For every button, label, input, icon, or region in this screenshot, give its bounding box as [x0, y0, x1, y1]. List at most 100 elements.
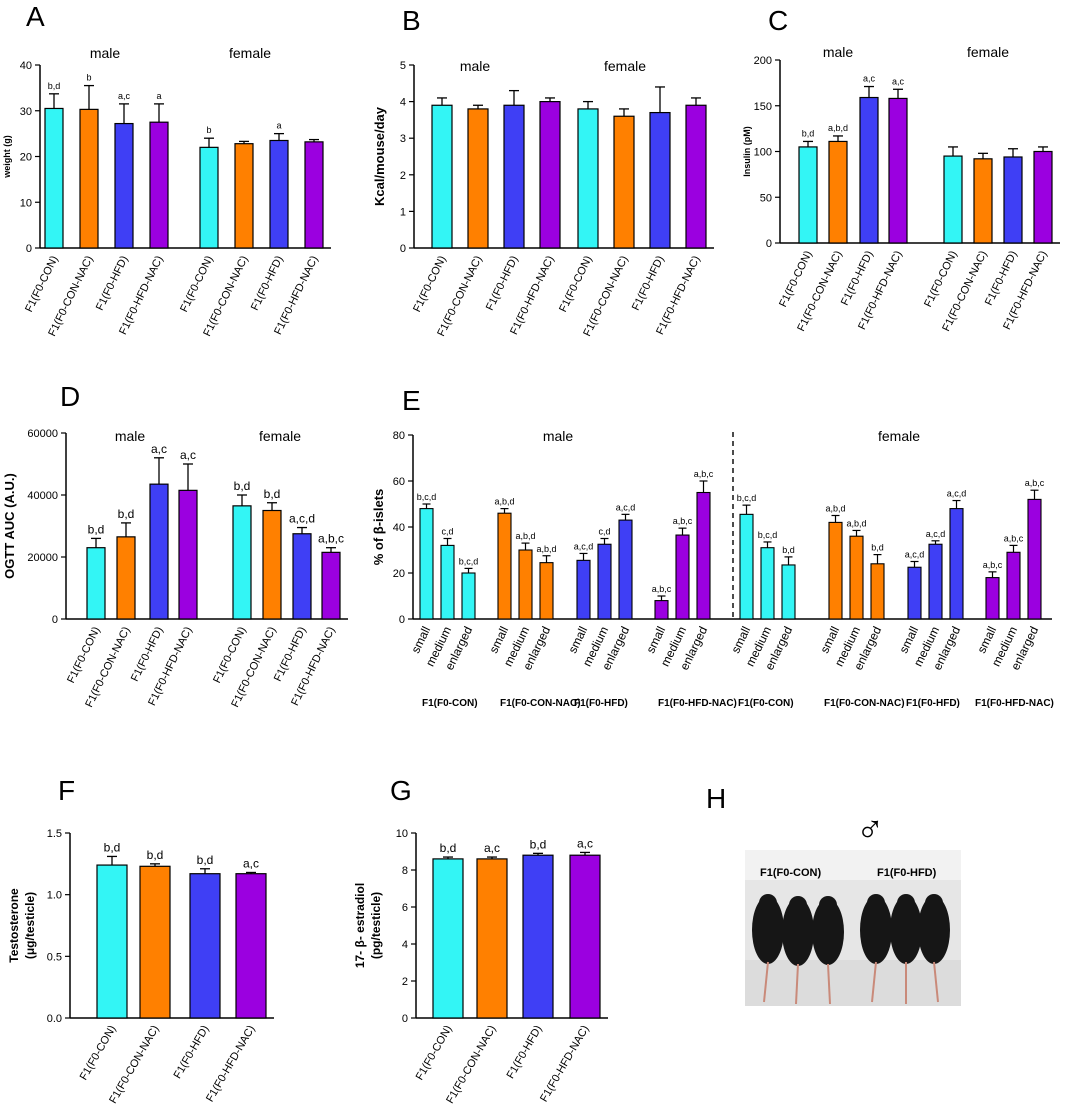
- bar-female-6-2: [949, 508, 964, 620]
- strain-group-label: F1(F0-HFD): [906, 698, 960, 709]
- y-tick-label: 0: [26, 243, 32, 255]
- mouse-tails: [763, 961, 939, 1005]
- significance-label: b,d: [88, 522, 105, 536]
- significance-label: b,d: [48, 81, 61, 91]
- significance-label: a,c: [243, 856, 259, 870]
- significance-label: b,c,d: [758, 530, 778, 540]
- significance-label: b,d: [264, 487, 281, 501]
- x-category-label: F1(F0-HFD): [484, 254, 521, 313]
- x-category-label: F1(F0-HFD): [94, 254, 131, 313]
- panel-e-letter: E: [402, 385, 421, 416]
- bar-male-1: [116, 536, 136, 620]
- bar-female-4-2: [781, 564, 796, 620]
- y-tick-label: 50: [760, 192, 772, 204]
- y-tick-label: 20: [393, 568, 405, 580]
- x-category-label: F1(F0-HFD): [505, 1024, 545, 1081]
- y-tick-label: 40000: [27, 490, 58, 502]
- sex-label-female: female: [604, 58, 646, 74]
- strain-group-label: F1(F0-CON-NAC): [824, 698, 905, 709]
- bar-female-0: [943, 155, 963, 244]
- bar-male-2-2: [618, 519, 633, 620]
- y-axis-title: Testosterone: [7, 888, 21, 963]
- sex-label-male: male: [823, 44, 854, 60]
- x-category-label: F1(F0-CON): [557, 254, 595, 314]
- mice-photo-backdrop: [745, 850, 961, 880]
- significance-label: b: [86, 73, 91, 83]
- y-axis-title: Kcal/mouse/day: [372, 106, 387, 206]
- bar-male-1: [79, 108, 99, 249]
- significance-label: a,b,d: [494, 497, 514, 507]
- bar-female-7-1: [1006, 551, 1021, 620]
- panel-a-letter: A: [26, 1, 45, 32]
- y-tick-label: 20000: [27, 552, 58, 564]
- strain-group-label: F1(F0-HFD-NAC): [975, 698, 1054, 709]
- x-category-label: F1(F0-CON): [414, 1024, 455, 1083]
- x-category-label: F1(F0-CON): [23, 254, 61, 314]
- y-tick-label: 0: [399, 614, 405, 626]
- bar-male-0: [432, 858, 464, 1019]
- bar-female-5-0: [828, 521, 843, 620]
- x-category-label: F1(F0-HFD): [630, 254, 667, 313]
- significance-label: b,d: [802, 128, 815, 138]
- bar-male-3: [569, 854, 601, 1019]
- significance-label: a,c: [118, 91, 131, 101]
- bar-female-3: [321, 551, 341, 620]
- significance-label: b,d: [782, 545, 795, 555]
- sex-label-male: male: [543, 428, 574, 444]
- bar-male-1: [828, 140, 848, 244]
- x-category-label: F1(F0-CON-NAC): [444, 1024, 498, 1106]
- sex-label-female: female: [229, 45, 271, 61]
- significance-label: a,c: [863, 74, 876, 84]
- bar-female-6-0: [907, 566, 922, 620]
- panel-d: D 0 20000 40000 60000 OGTT AUC (A.U.) male fema…: [2, 381, 348, 709]
- significance-label: a,c,d: [905, 550, 925, 560]
- x-category-label: F1(F0-CON): [78, 1024, 119, 1083]
- bar-female-1: [613, 115, 635, 249]
- x-category-label: F1(F0-CON): [178, 254, 216, 314]
- sex-label-male: male: [90, 45, 121, 61]
- bar-female-2: [269, 139, 289, 249]
- bar-male-2: [522, 854, 554, 1019]
- bar-female-3: [1033, 150, 1053, 244]
- sex-label-female: female: [878, 428, 920, 444]
- panel-h-letter: H: [706, 783, 726, 814]
- x-category-label: F1(F0-HFD-NAC): [204, 1024, 257, 1105]
- bar-female-0: [199, 146, 219, 249]
- strain-group-label: F1(F0-HFD-NAC): [658, 698, 737, 709]
- mice-photo-floor: [745, 960, 961, 1006]
- y-tick-label: 60000: [27, 428, 58, 440]
- y-tick-label: 30: [20, 106, 32, 118]
- bar-male-0: [86, 547, 106, 620]
- bar-male-3: [235, 873, 267, 1019]
- bar-male-2: [149, 483, 169, 620]
- bar-male-0-1: [440, 544, 455, 620]
- bar-male-0: [96, 864, 128, 1019]
- y-axis-title: (pg/testicle): [369, 892, 383, 959]
- y-tick-label: 100: [754, 147, 772, 159]
- y-axis-title: OGTT AUC (A.U.): [2, 473, 17, 579]
- significance-label: a,b,c: [673, 516, 693, 526]
- bar-male-3-2: [696, 491, 711, 620]
- significance-label: a,b,c: [1004, 533, 1024, 543]
- x-category-label: F1(F0-HFD): [249, 254, 286, 313]
- photo-label-con: F1(F0-CON): [760, 867, 821, 879]
- bar-female-7-0: [985, 577, 1000, 620]
- y-tick-label: 2: [400, 170, 406, 182]
- significance-label: c,d: [598, 527, 610, 537]
- bar-male-1: [476, 858, 508, 1019]
- bar-male-3: [888, 97, 908, 244]
- y-tick-label: 150: [754, 101, 772, 113]
- bar-female-2: [1003, 156, 1023, 244]
- mouse-silhouette-group-hfd: [860, 894, 950, 964]
- bar-female-4-0: [739, 513, 754, 620]
- mouse-silhouette-group-con: [752, 894, 844, 966]
- significance-label: b,d: [104, 840, 121, 854]
- bar-female-5-1: [849, 535, 864, 620]
- significance-label: b,c,d: [737, 493, 757, 503]
- y-tick-label: 0: [400, 243, 406, 255]
- strain-group-label: F1(F0-CON): [738, 698, 794, 709]
- significance-label: a,c,d: [574, 541, 594, 551]
- bar-male-1-1: [518, 549, 533, 620]
- bar-female-3: [685, 104, 707, 249]
- bar-female-2: [292, 533, 312, 620]
